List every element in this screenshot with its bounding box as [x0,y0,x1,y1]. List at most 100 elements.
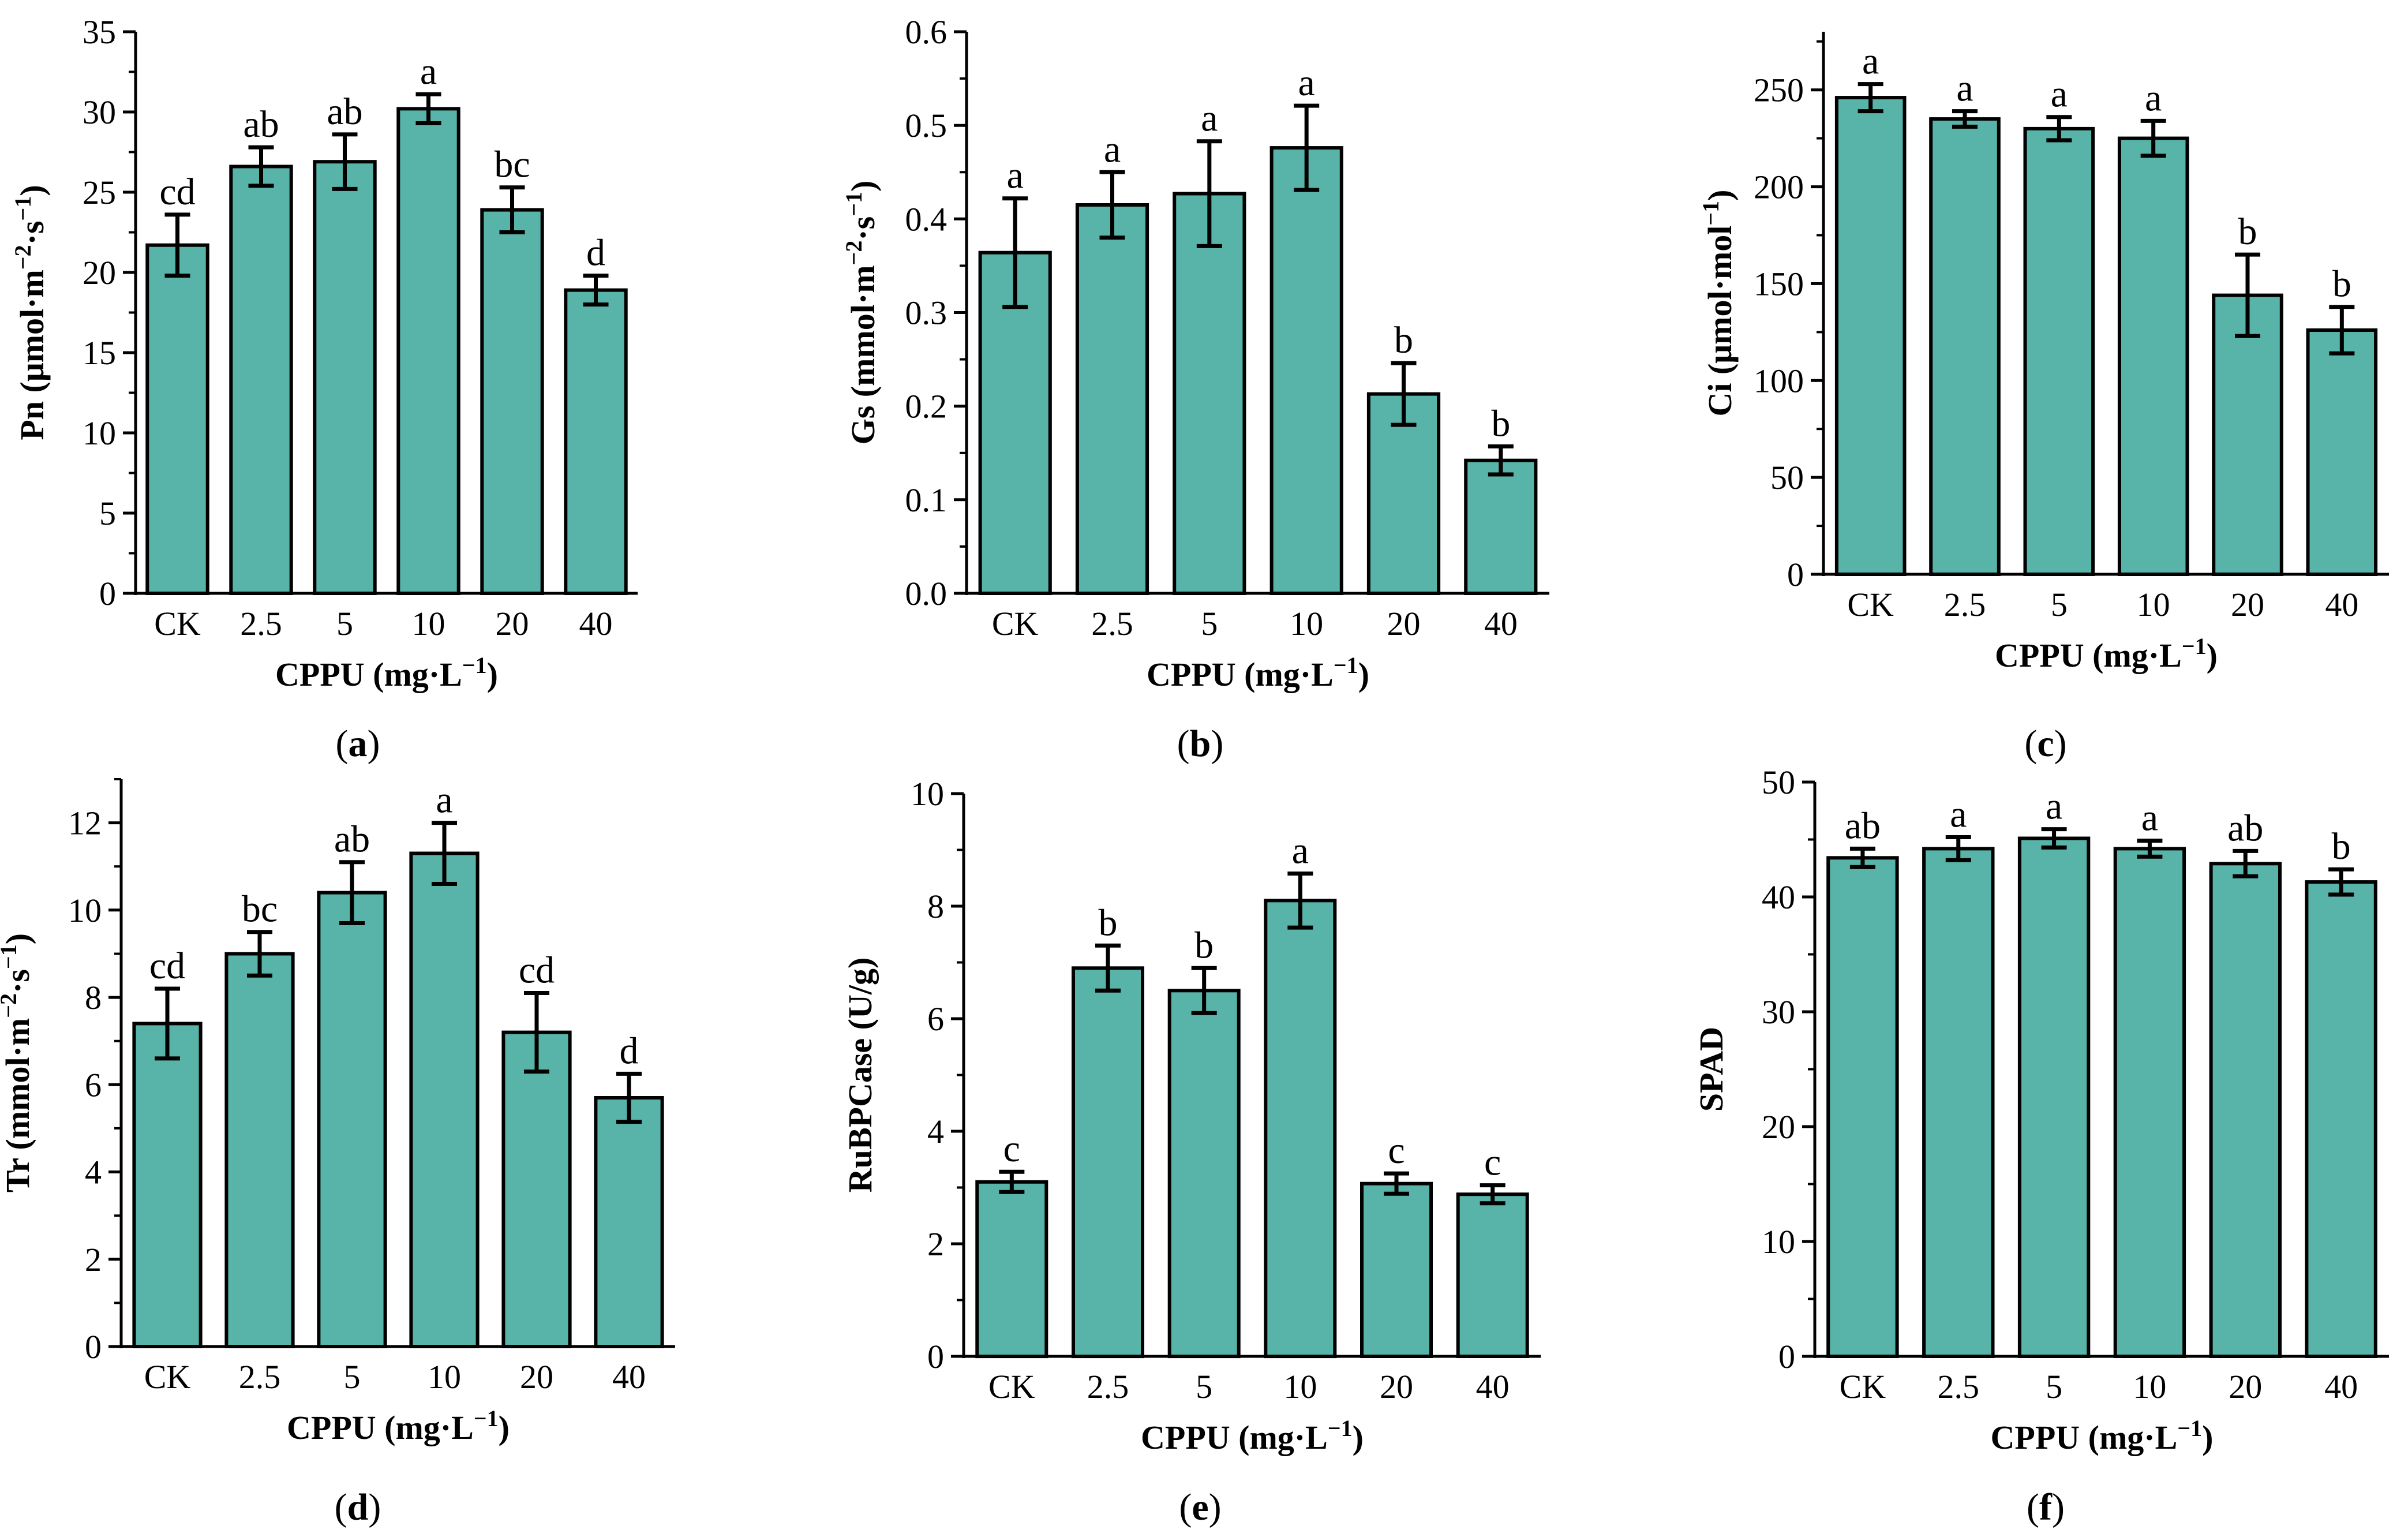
x-tick-label-f-4: 20 [2229,1368,2262,1405]
significance-label-d-4: cd [519,949,555,992]
y-tick-label-a-6: 30 [83,94,116,131]
significance-label-f-4: ab [2227,807,2263,849]
error-bar-b-1 [1099,170,1125,240]
significance-label-a-2: ab [327,91,362,133]
error-bar-e-4 [1384,1171,1409,1196]
significance-label-f-3: a [2141,797,2158,839]
x-tick-label-d-3: 10 [428,1358,461,1396]
bar-a-3 [396,107,460,595]
significance-label-d-0: cd [149,945,185,987]
error-bar-c-3 [2140,118,2166,158]
x-tick-label-c-3: 10 [2137,586,2170,623]
error-bar-c-5 [2329,305,2355,356]
x-tick-label-f-2: 5 [2046,1368,2062,1405]
bar-e-0 [975,1180,1048,1359]
bar-e-5 [1456,1192,1529,1358]
x-tick-label-a-0: CK [154,605,201,642]
x-tick-label-c-0: CK [1847,586,1894,623]
bar-b-2 [1173,192,1246,595]
bar-d-0 [132,1022,203,1348]
bar-c-2 [2023,126,2095,576]
significance-label-c-3: a [2145,77,2162,119]
x-axis-title-b: CPPU (mg·L−1) [1147,652,1369,693]
y-tick-label-e-5: 10 [911,775,944,813]
error-bar-b-3 [1294,103,1320,192]
bar-d-5 [594,1096,664,1348]
significance-label-c-2: a [2051,73,2068,115]
error-bar-a-2 [332,132,358,191]
y-tick-label-c-0: 0 [1787,556,1804,593]
y-tick-label-d-5: 10 [68,892,102,929]
bar-f-2 [2017,836,2091,1358]
x-tick-label-b-0: CK [992,605,1039,642]
x-tick-label-f-0: CK [1840,1368,1886,1405]
y-tick-label-f-5: 50 [1762,764,1795,801]
panel-label-a: (a) [336,723,380,765]
bar-d-3 [409,851,480,1348]
x-tick-label-d-2: 5 [344,1358,361,1396]
error-bar-f-1 [1945,835,1971,862]
bar-c-3 [2117,136,2189,577]
x-tick-label-d-5: 40 [612,1358,646,1396]
bar-a-1 [229,164,293,595]
error-bar-d-5 [616,1071,642,1124]
significance-label-d-1: bc [242,888,278,930]
significance-label-f-0: ab [1845,805,1881,847]
y-tick-label-d-3: 6 [85,1066,102,1104]
bar-e-3 [1264,899,1337,1359]
error-bar-e-0 [999,1169,1025,1194]
significance-label-e-1: b [1099,902,1118,944]
y-tick-label-a-7: 35 [83,13,116,51]
x-tick-label-b-2: 5 [1201,605,1218,642]
x-tick-label-c-2: 5 [2051,586,2068,623]
bar-f-3 [2113,847,2186,1358]
significance-label-e-3: a [1292,830,1309,872]
panel-label-e: (e) [1179,1486,1221,1528]
bar-d-1 [224,952,295,1348]
bar-a-2 [313,160,377,595]
significance-label-e-2: b [1194,924,1214,966]
panel-label-c: (c) [2024,723,2066,765]
bar-c-5 [2306,328,2378,576]
significance-label-b-0: a [1007,155,1024,197]
y-tick-label-f-3: 30 [1762,993,1795,1031]
x-tick-label-c-5: 40 [2325,586,2358,623]
x-tick-label-a-1: 2.5 [240,605,282,642]
error-bar-f-5 [2328,867,2354,897]
error-bar-a-4 [499,185,525,234]
y-axis-title-c: Ci (μmol·mol−1) [1698,189,1739,416]
y-tick-label-f-1: 10 [1762,1223,1795,1261]
significance-label-b-3: a [1298,62,1315,104]
bar-b-3 [1269,146,1343,596]
bar-f-4 [2209,862,2282,1359]
bar-e-4 [1360,1181,1433,1358]
significance-label-a-4: bc [494,144,530,186]
x-tick-label-b-1: 2.5 [1091,605,1133,642]
y-tick-label-f-0: 0 [1778,1338,1795,1375]
error-bar-a-0 [164,212,190,278]
y-tick-label-d-1: 2 [85,1241,102,1278]
x-tick-label-d-1: 2.5 [239,1358,281,1396]
error-bar-c-2 [2046,115,2072,143]
y-tick-label-a-5: 25 [83,174,116,211]
significance-label-d-5: d [620,1030,639,1072]
x-tick-label-b-4: 20 [1387,605,1421,642]
error-bar-b-0 [1002,196,1028,309]
bar-c-0 [1834,96,1907,577]
error-bar-a-1 [248,145,274,188]
x-tick-label-b-3: 10 [1290,605,1323,642]
bar-f-0 [1826,856,1899,1359]
error-bar-c-0 [1858,82,1883,114]
x-tick-label-e-4: 20 [1380,1368,1413,1405]
y-tick-label-c-2: 100 [1754,362,1804,399]
x-tick-label-b-5: 40 [1484,605,1518,642]
error-bar-f-2 [2041,827,2067,850]
significance-label-f-5: b [2332,825,2351,867]
x-tick-label-e-0: CK [988,1368,1035,1405]
y-tick-label-a-3: 15 [83,334,116,372]
error-bar-d-2 [339,860,365,925]
y-tick-label-a-0: 0 [99,575,116,612]
error-bar-c-1 [1952,109,1978,129]
y-tick-label-c-3: 150 [1754,265,1804,302]
